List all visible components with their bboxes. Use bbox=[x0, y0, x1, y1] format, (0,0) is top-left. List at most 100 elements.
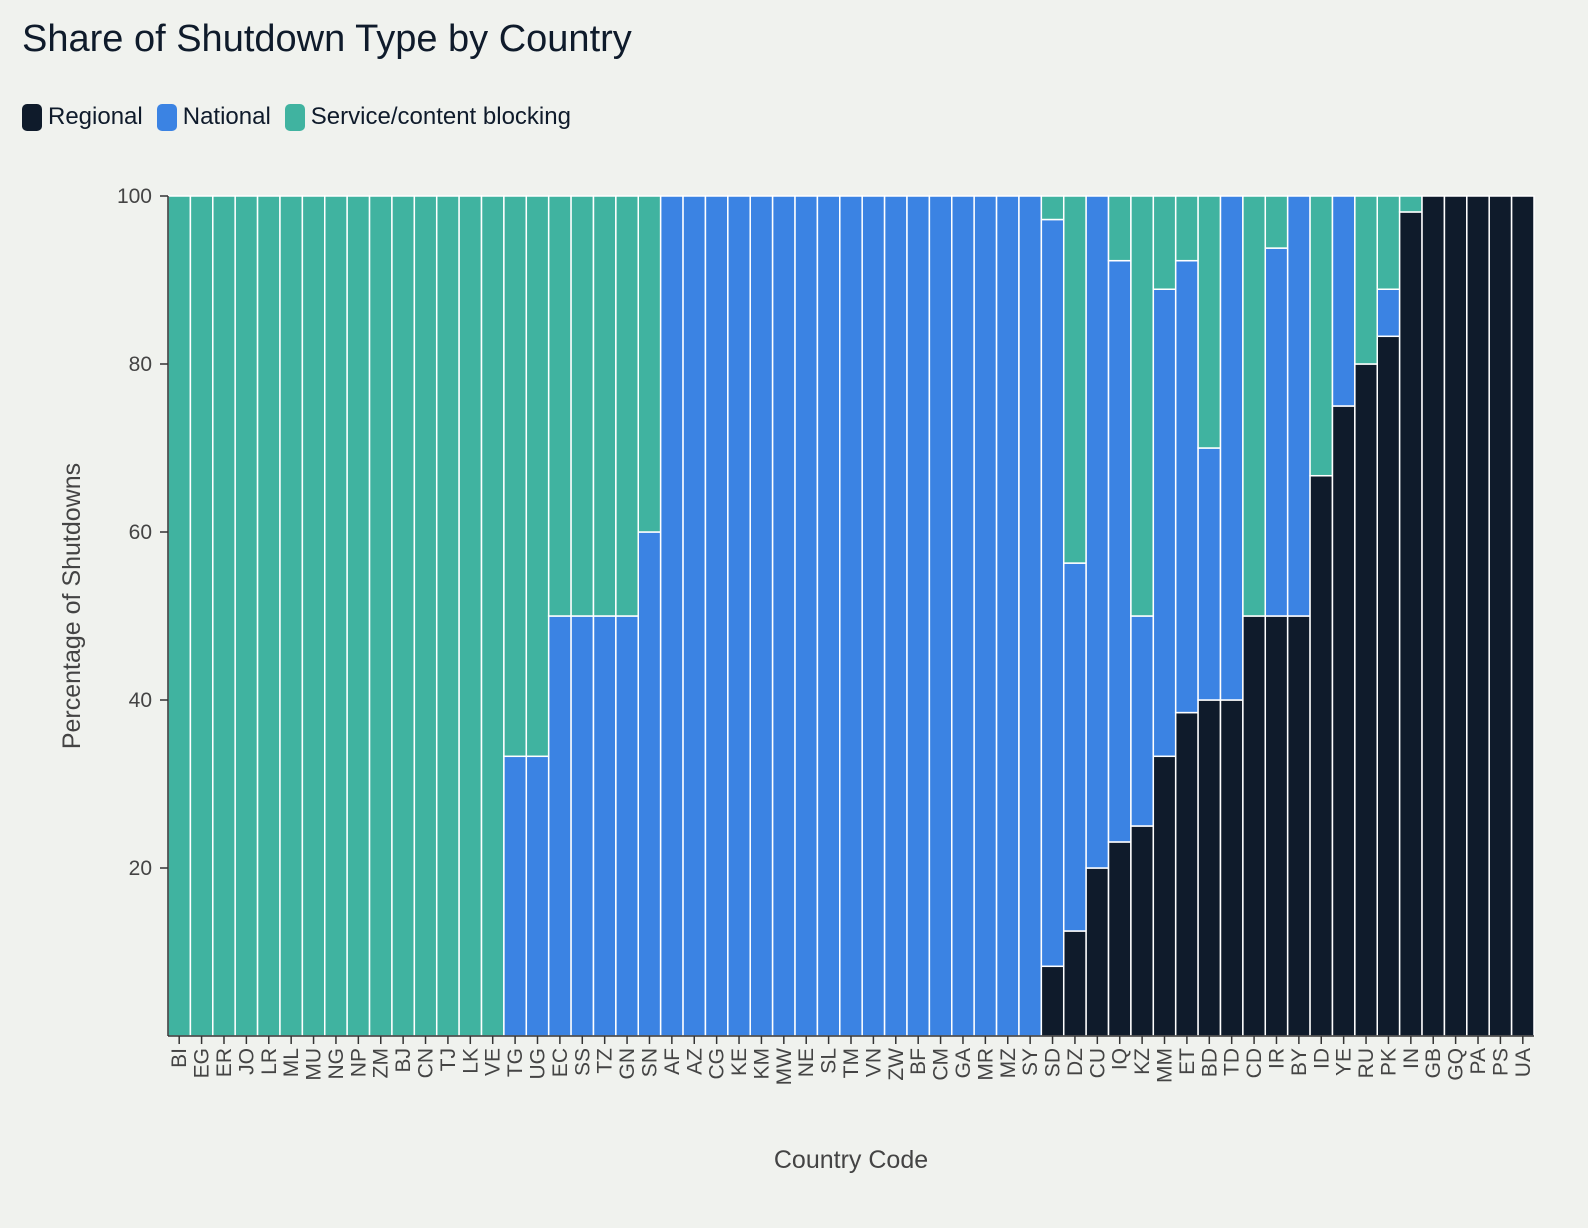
bar-ml-service-content-blocking[interactable] bbox=[279, 195, 304, 1037]
bar-cg-national[interactable] bbox=[704, 195, 729, 1037]
bar-sd-regional[interactable] bbox=[1040, 965, 1065, 1037]
bar-bd-regional[interactable] bbox=[1197, 699, 1222, 1037]
y-tick-label-100: 100 bbox=[117, 185, 152, 208]
bar-ru-service-content-blocking[interactable] bbox=[1354, 195, 1378, 365]
bar-td-regional[interactable] bbox=[1219, 699, 1244, 1037]
bar-sy-national[interactable] bbox=[1018, 195, 1043, 1037]
y-axis-title: Percentage of Shutdowns bbox=[58, 463, 86, 749]
bar-iq-national[interactable] bbox=[1107, 259, 1132, 843]
bar-gn-national[interactable] bbox=[615, 615, 640, 1037]
bar-ye-national[interactable] bbox=[1331, 195, 1356, 407]
bar-gq-regional[interactable] bbox=[1443, 195, 1468, 1037]
bar-ne-national[interactable] bbox=[794, 195, 819, 1037]
bar-tg-service-content-blocking[interactable] bbox=[503, 195, 528, 758]
bar-ss-service-content-blocking[interactable] bbox=[570, 195, 595, 617]
bar-cu-regional[interactable] bbox=[1085, 867, 1110, 1037]
bar-lr-service-content-blocking[interactable] bbox=[256, 195, 281, 1037]
bar-ir-service-content-blocking[interactable] bbox=[1264, 195, 1289, 249]
bar-sl-national[interactable] bbox=[816, 195, 841, 1037]
bar-pa-regional[interactable] bbox=[1466, 195, 1490, 1037]
bar-kz-national[interactable] bbox=[1130, 615, 1155, 827]
bar-mz-national[interactable] bbox=[995, 195, 1020, 1037]
bar-td-national[interactable] bbox=[1219, 195, 1244, 701]
bar-ug-service-content-blocking[interactable] bbox=[525, 195, 550, 758]
bar-tg-national[interactable] bbox=[503, 755, 528, 1037]
bar-lk-service-content-blocking[interactable] bbox=[458, 195, 483, 1037]
bar-gn-service-content-blocking[interactable] bbox=[615, 195, 640, 617]
bar-iq-regional[interactable] bbox=[1107, 841, 1132, 1037]
bar-ga-national[interactable] bbox=[951, 195, 975, 1037]
bar-sn-national[interactable] bbox=[637, 531, 662, 1037]
bar-ke-national[interactable] bbox=[727, 195, 751, 1037]
bar-et-regional[interactable] bbox=[1174, 711, 1199, 1037]
bar-gb-regional[interactable] bbox=[1421, 195, 1446, 1037]
bar-eg-service-content-blocking[interactable] bbox=[189, 195, 214, 1037]
bar-by-regional[interactable] bbox=[1286, 615, 1311, 1037]
bar-ng-service-content-blocking[interactable] bbox=[324, 195, 348, 1037]
bar-id-regional[interactable] bbox=[1309, 474, 1334, 1037]
bar-dz-national[interactable] bbox=[1062, 562, 1087, 932]
bar-id-service-content-blocking[interactable] bbox=[1309, 195, 1334, 477]
bar-af-national[interactable] bbox=[659, 195, 684, 1037]
bar-tm-national[interactable] bbox=[839, 195, 863, 1037]
bar-pk-national[interactable] bbox=[1376, 288, 1401, 338]
bar-az-national[interactable] bbox=[682, 195, 707, 1037]
bar-np-service-content-blocking[interactable] bbox=[346, 195, 371, 1037]
legend-item-service-blocking[interactable]: Service/content blocking bbox=[284, 103, 571, 131]
bar-mr-national[interactable] bbox=[973, 195, 998, 1037]
bar-kz-regional[interactable] bbox=[1130, 825, 1155, 1037]
bar-kz-service-content-blocking[interactable] bbox=[1130, 195, 1155, 617]
bar-tz-national[interactable] bbox=[592, 615, 617, 1037]
bar-sd-service-content-blocking[interactable] bbox=[1040, 195, 1065, 221]
bar-ru-regional[interactable] bbox=[1354, 363, 1378, 1037]
bar-sn-service-content-blocking[interactable] bbox=[637, 195, 662, 533]
bar-et-service-content-blocking[interactable] bbox=[1174, 195, 1199, 262]
bar-vn-national[interactable] bbox=[861, 195, 886, 1037]
bar-zm-service-content-blocking[interactable] bbox=[368, 195, 393, 1037]
bar-bi-service-content-blocking[interactable] bbox=[167, 195, 192, 1037]
bar-dz-service-content-blocking[interactable] bbox=[1062, 195, 1087, 564]
bar-in-regional[interactable] bbox=[1398, 211, 1423, 1037]
bar-ec-national[interactable] bbox=[547, 615, 572, 1037]
bar-er-service-content-blocking[interactable] bbox=[212, 195, 236, 1037]
legend-item-national[interactable]: National bbox=[156, 103, 271, 131]
bar-zw-national[interactable] bbox=[883, 195, 908, 1037]
bar-cd-regional[interactable] bbox=[1242, 615, 1267, 1037]
bar-et-national[interactable] bbox=[1174, 259, 1199, 714]
bar-pk-service-content-blocking[interactable] bbox=[1376, 195, 1401, 290]
bar-mu-service-content-blocking[interactable] bbox=[301, 195, 326, 1037]
legend-item-regional[interactable]: Regional bbox=[22, 103, 143, 131]
bar-bd-national[interactable] bbox=[1197, 447, 1222, 701]
bar-tj-service-content-blocking[interactable] bbox=[435, 195, 460, 1037]
bar-km-national[interactable] bbox=[749, 195, 774, 1037]
bar-ye-regional[interactable] bbox=[1331, 405, 1356, 1037]
bar-in-service-content-blocking[interactable] bbox=[1398, 195, 1423, 213]
bar-bd-service-content-blocking[interactable] bbox=[1197, 195, 1222, 449]
bar-ir-regional[interactable] bbox=[1264, 615, 1289, 1037]
bar-pk-regional[interactable] bbox=[1376, 335, 1401, 1037]
bar-cd-service-content-blocking[interactable] bbox=[1242, 195, 1267, 617]
bar-bj-service-content-blocking[interactable] bbox=[391, 195, 416, 1037]
bar-cn-service-content-blocking[interactable] bbox=[413, 195, 438, 1037]
bar-cu-national[interactable] bbox=[1085, 195, 1110, 869]
bar-mm-regional[interactable] bbox=[1152, 755, 1177, 1037]
bar-ir-national[interactable] bbox=[1264, 247, 1289, 617]
bar-ec-service-content-blocking[interactable] bbox=[547, 195, 572, 617]
bar-jo-service-content-blocking[interactable] bbox=[234, 195, 259, 1037]
bar-iq-service-content-blocking[interactable] bbox=[1107, 195, 1132, 262]
bar-mm-service-content-blocking[interactable] bbox=[1152, 195, 1177, 290]
bar-sd-national[interactable] bbox=[1040, 218, 1065, 968]
x-tick-label-ne: NE bbox=[795, 1048, 818, 1077]
bar-bf-national[interactable] bbox=[906, 195, 931, 1037]
bar-cm-national[interactable] bbox=[928, 195, 953, 1037]
bar-by-national[interactable] bbox=[1286, 195, 1311, 617]
bar-ps-regional[interactable] bbox=[1488, 195, 1513, 1037]
bar-ug-national[interactable] bbox=[525, 755, 550, 1037]
bar-dz-regional[interactable] bbox=[1062, 930, 1087, 1037]
bar-mm-national[interactable] bbox=[1152, 288, 1177, 758]
bar-ua-regional[interactable] bbox=[1510, 195, 1535, 1037]
bar-mw-national[interactable] bbox=[771, 195, 796, 1037]
bar-tz-service-content-blocking[interactable] bbox=[592, 195, 617, 617]
bar-ss-national[interactable] bbox=[570, 615, 595, 1037]
bar-ve-service-content-blocking[interactable] bbox=[480, 195, 505, 1037]
